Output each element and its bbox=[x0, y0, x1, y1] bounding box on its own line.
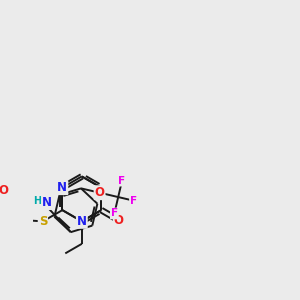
Text: O: O bbox=[0, 184, 8, 197]
Text: O: O bbox=[94, 186, 105, 199]
Text: F: F bbox=[111, 208, 118, 218]
Text: F: F bbox=[118, 176, 126, 186]
Text: N: N bbox=[77, 215, 87, 228]
Text: N: N bbox=[42, 196, 52, 209]
Text: H: H bbox=[33, 196, 41, 206]
Text: N: N bbox=[57, 181, 68, 194]
Text: F: F bbox=[130, 196, 137, 206]
Text: S: S bbox=[39, 215, 47, 228]
Text: O: O bbox=[114, 214, 124, 227]
